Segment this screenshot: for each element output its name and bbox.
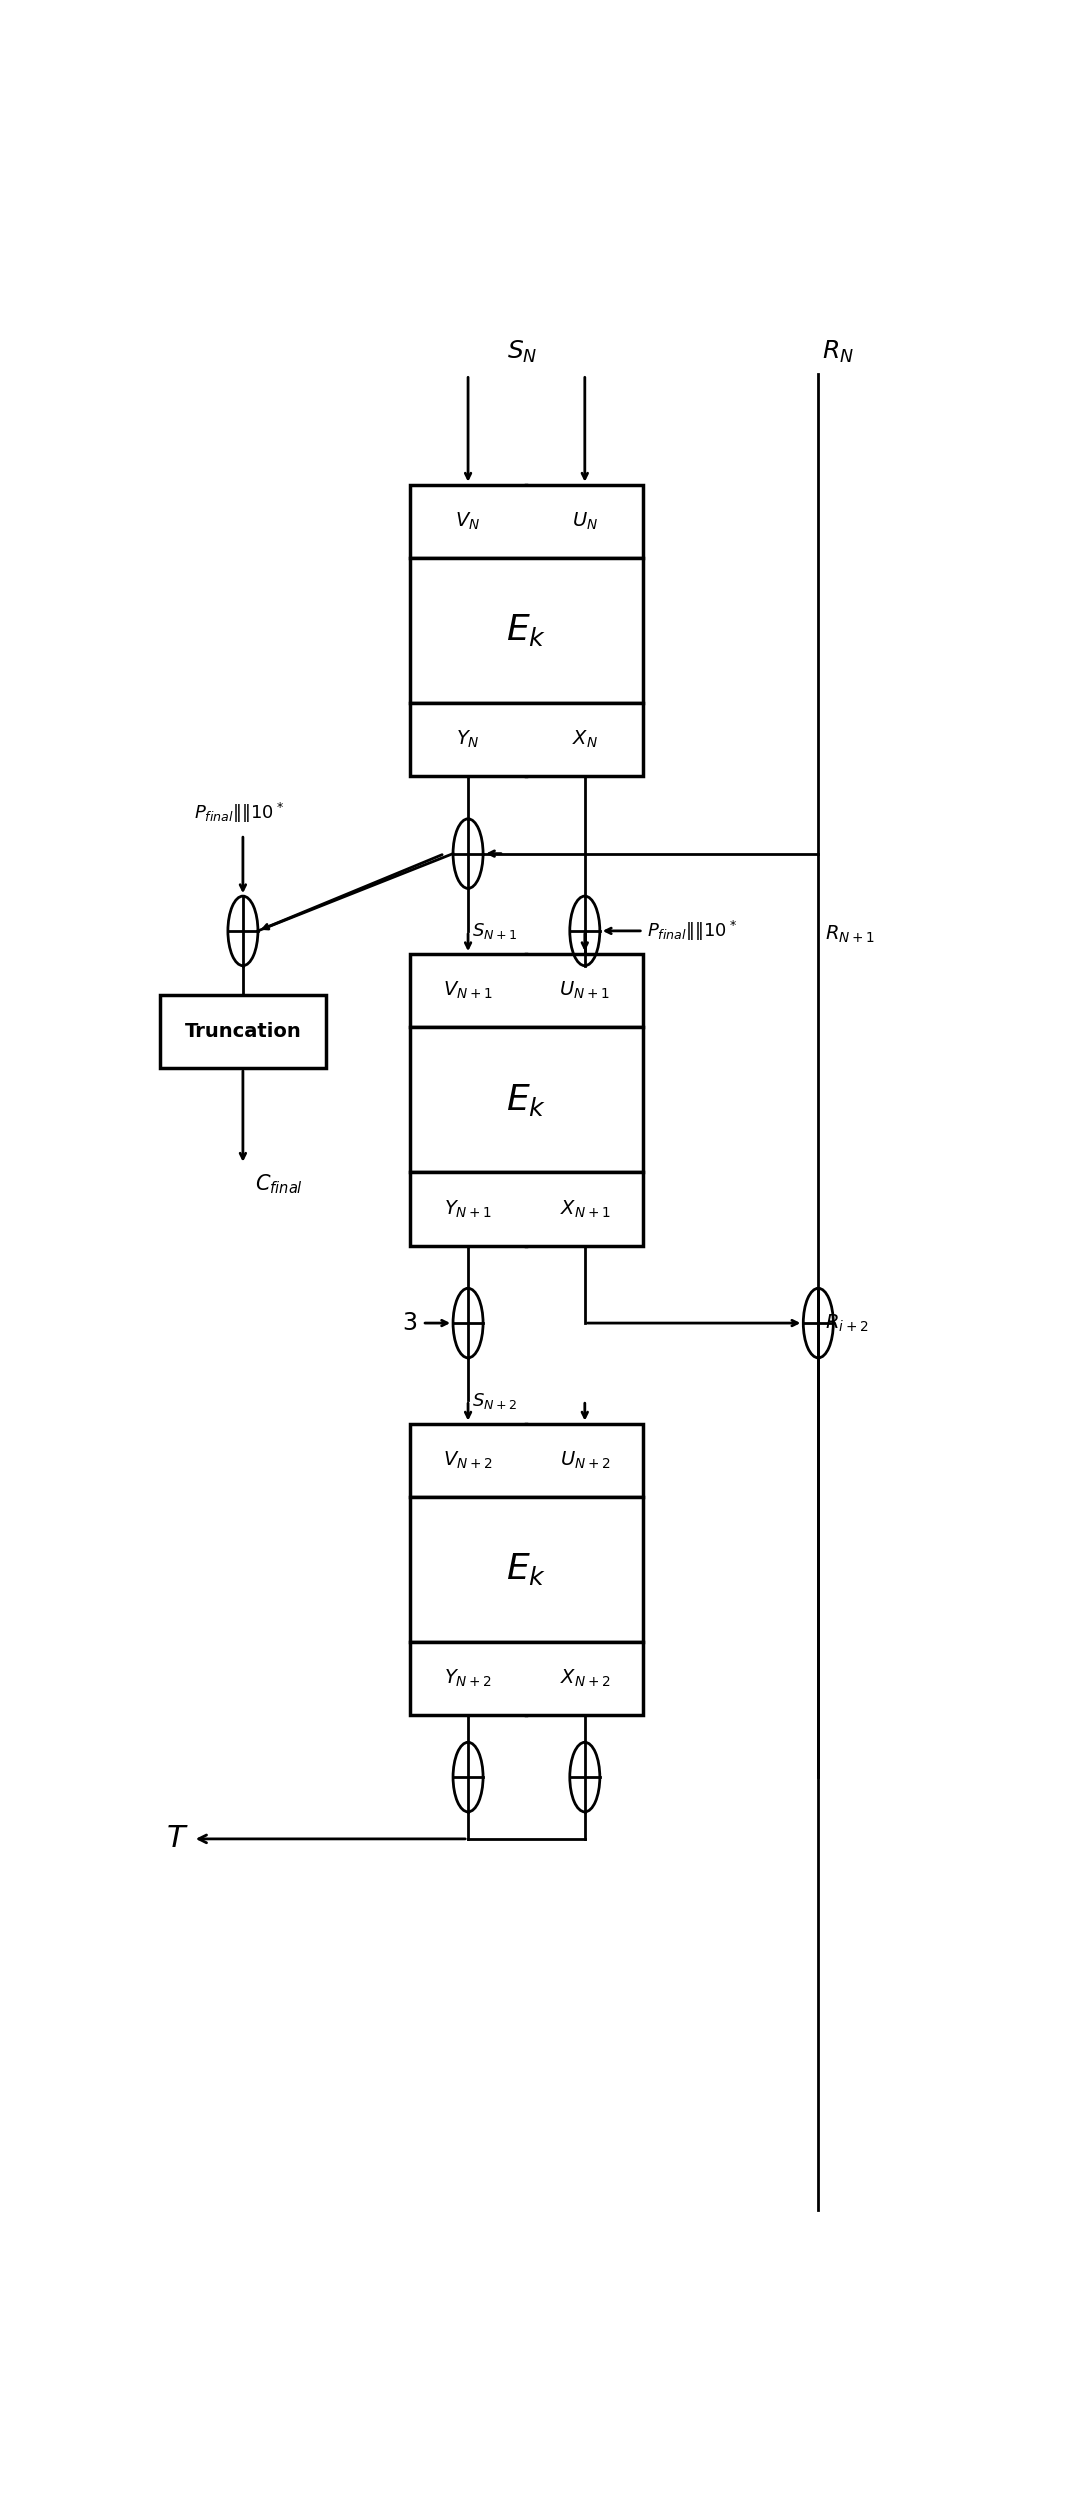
Text: $U_N$: $U_N$ bbox=[571, 512, 598, 532]
Bar bbox=[410, 1423, 643, 1498]
Text: $R_{i+2}$: $R_{i+2}$ bbox=[825, 1312, 868, 1335]
Text: $X_N$: $X_N$ bbox=[571, 730, 598, 750]
Text: $E_k$: $E_k$ bbox=[507, 1081, 547, 1119]
Text: $P_{final}\|\| 10^*$: $P_{final}\|\| 10^*$ bbox=[194, 800, 284, 825]
Text: 3: 3 bbox=[402, 1312, 417, 1335]
Text: $T$: $T$ bbox=[166, 1824, 188, 1854]
Text: $S_{N+2}$: $S_{N+2}$ bbox=[472, 1390, 518, 1410]
Bar bbox=[410, 953, 643, 1029]
Text: $S_{N+1}$: $S_{N+1}$ bbox=[472, 921, 518, 941]
Text: $X_{N+2}$: $X_{N+2}$ bbox=[560, 1668, 610, 1689]
Bar bbox=[410, 1641, 643, 1716]
Text: $U_{N+1}$: $U_{N+1}$ bbox=[560, 981, 610, 1001]
Text: $X_{N+1}$: $X_{N+1}$ bbox=[560, 1199, 610, 1219]
Text: $V_{N+2}$: $V_{N+2}$ bbox=[443, 1450, 493, 1470]
Text: $E_k$: $E_k$ bbox=[507, 612, 547, 647]
Text: $Y_{N+1}$: $Y_{N+1}$ bbox=[444, 1199, 492, 1219]
Bar bbox=[410, 484, 643, 557]
Text: $Y_N$: $Y_N$ bbox=[456, 730, 480, 750]
Text: $P_{final}\|\| 10^*$: $P_{final}\|\| 10^*$ bbox=[648, 918, 737, 943]
Bar bbox=[410, 1172, 643, 1247]
Bar bbox=[159, 994, 326, 1069]
Text: Truncation: Truncation bbox=[184, 1021, 301, 1041]
Text: $R_{N+1}$: $R_{N+1}$ bbox=[825, 923, 875, 946]
Bar bbox=[410, 1029, 643, 1172]
Text: $V_N$: $V_N$ bbox=[455, 512, 481, 532]
Text: $V_{N+1}$: $V_{N+1}$ bbox=[443, 981, 493, 1001]
Bar bbox=[410, 1498, 643, 1641]
Text: $S_N$: $S_N$ bbox=[507, 339, 538, 364]
Text: $U_{N+2}$: $U_{N+2}$ bbox=[560, 1450, 610, 1470]
Bar bbox=[410, 703, 643, 775]
Text: $Y_{N+2}$: $Y_{N+2}$ bbox=[444, 1668, 492, 1689]
Text: $C_{final}$: $C_{final}$ bbox=[255, 1172, 303, 1197]
Text: $R_N$: $R_N$ bbox=[822, 339, 854, 364]
Bar bbox=[410, 557, 643, 703]
Text: $E_k$: $E_k$ bbox=[507, 1551, 547, 1588]
